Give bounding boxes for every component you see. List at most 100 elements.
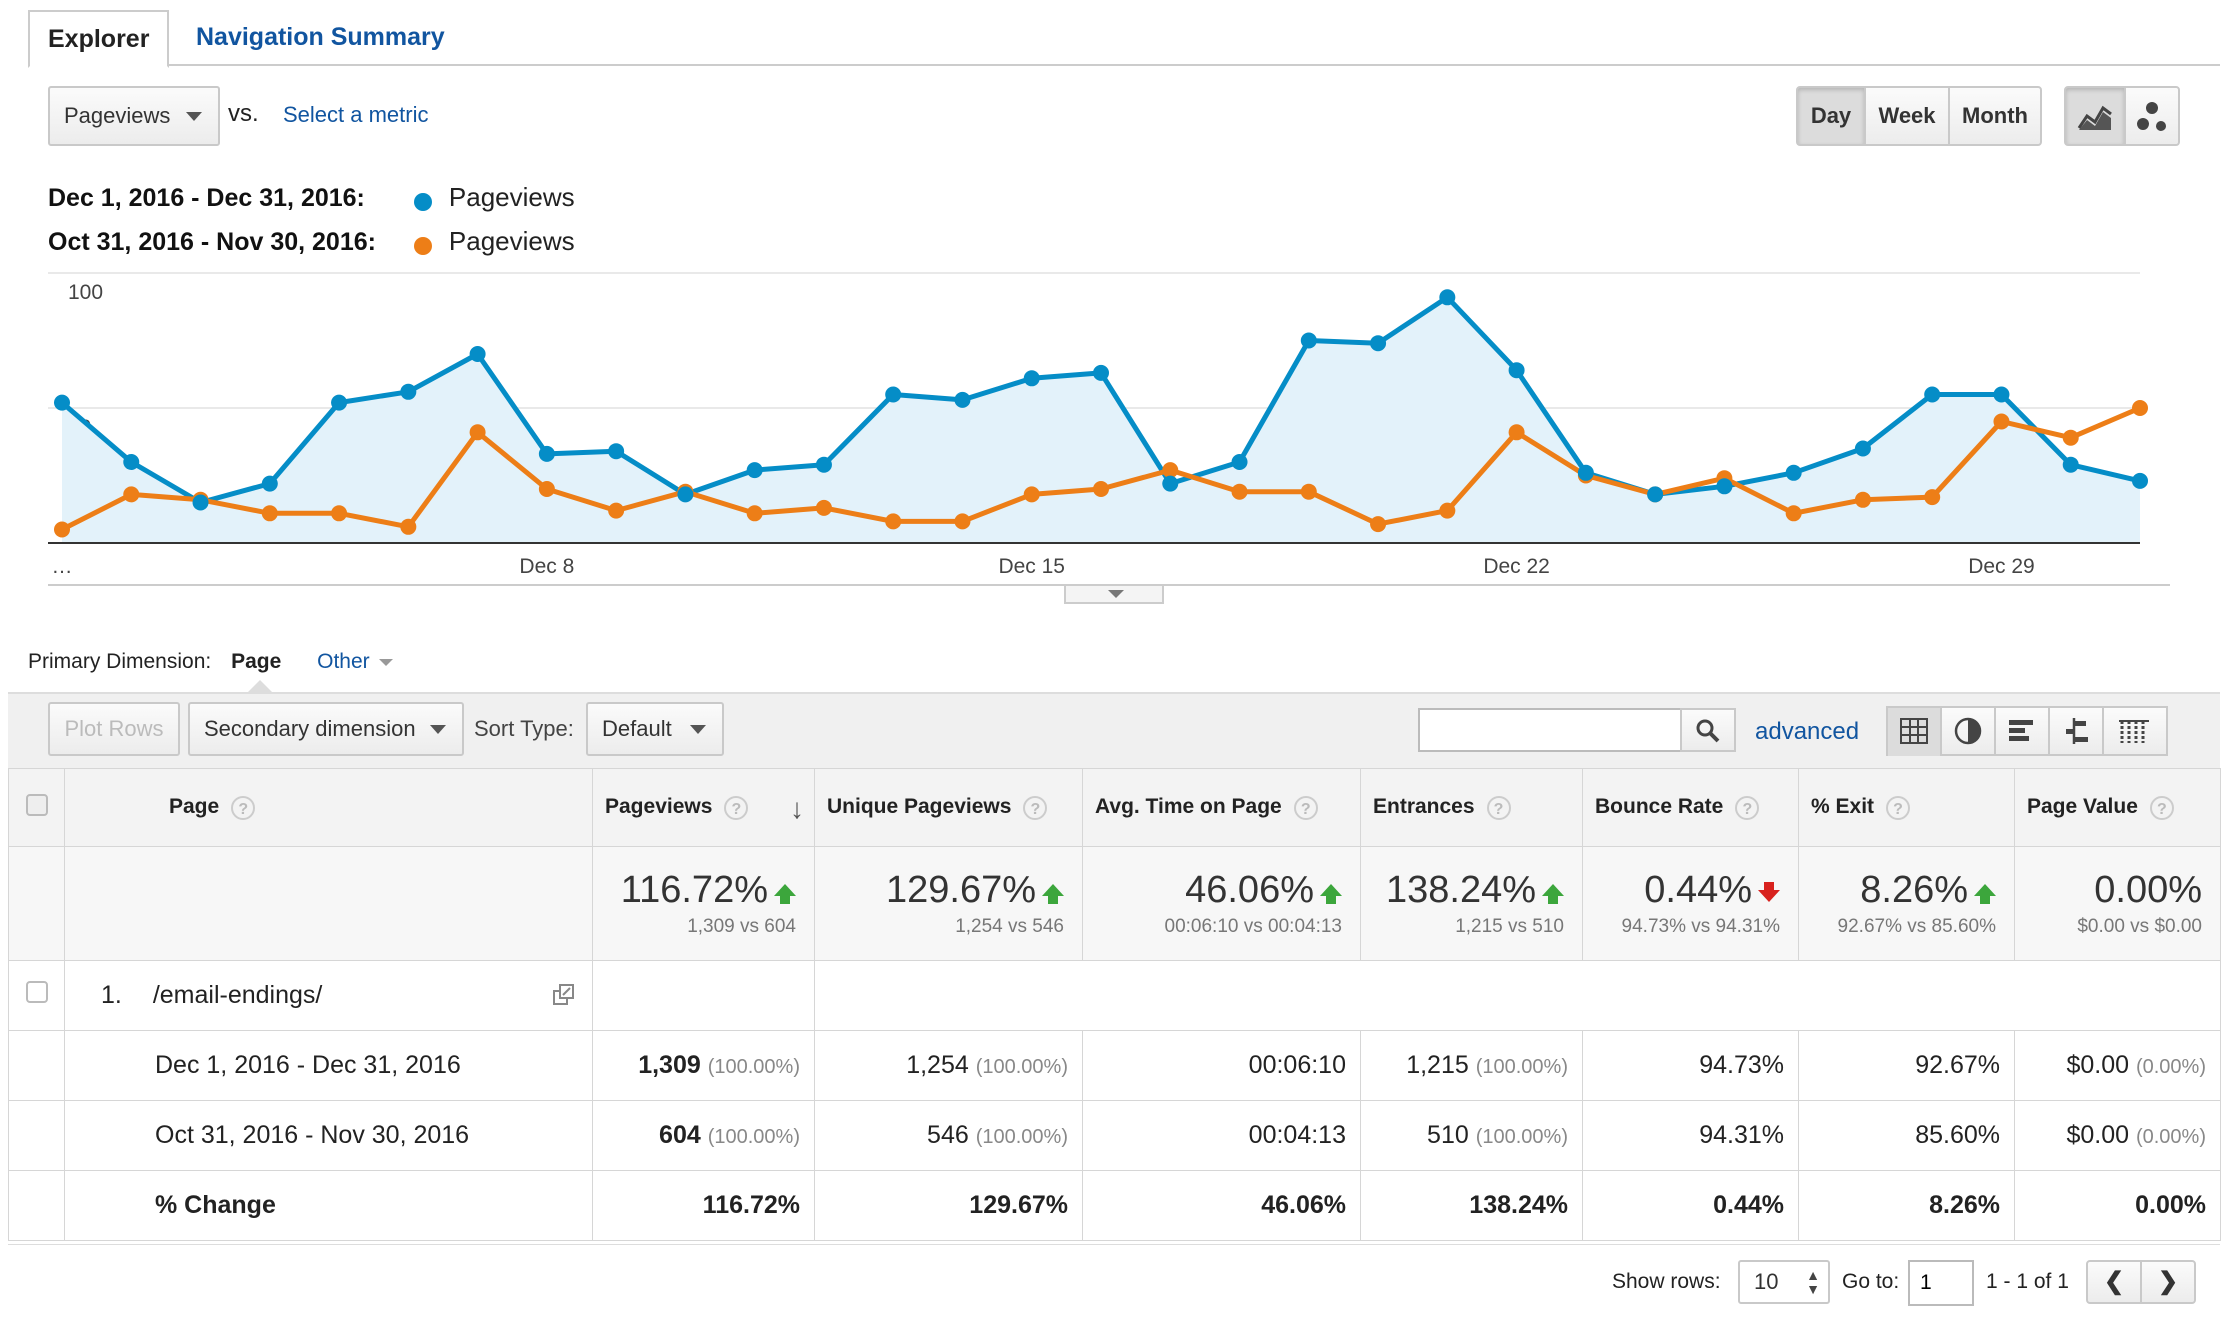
- summary-row: 116.72% 1,309 vs 604 129.67% 1,254 vs 546 …: [8, 846, 2221, 961]
- help-icon[interactable]: ?: [231, 795, 256, 820]
- month-button[interactable]: Month: [1948, 86, 2042, 146]
- bar-view-button[interactable]: [1996, 708, 2050, 756]
- column-header-bounce-rate[interactable]: Bounce Rate?: [1582, 768, 1799, 847]
- row-checkbox[interactable]: [25, 981, 48, 1003]
- column-header-page-value[interactable]: Page Value?: [2014, 768, 2221, 847]
- table-row: Oct 31, 2016 - Nov 30, 2016 604 (100.00%…: [8, 1100, 2221, 1171]
- comparison-view-icon: [2066, 718, 2088, 744]
- summary-bounce-rate: 0.44% 94.73% vs 94.31%: [1582, 846, 1799, 961]
- column-label-page-value: Page Value: [2027, 795, 2138, 819]
- column-label-entrances: Entrances: [1373, 795, 1475, 819]
- data-point-current: [1231, 454, 1248, 470]
- summary-page-value: 0.00% $0.00 vs $0.00: [2014, 846, 2221, 961]
- data-point-current: [1854, 440, 1871, 457]
- change-entrances: 138.24%: [1360, 1170, 1583, 1241]
- table-view-button[interactable]: [1888, 708, 1942, 756]
- tab-explorer[interactable]: Explorer: [28, 10, 170, 68]
- arrow-up-icon: [1974, 884, 1996, 904]
- line-chart-button[interactable]: [2064, 86, 2126, 146]
- pagination-bar: [8, 1244, 2220, 1317]
- motion-chart-icon: [2137, 102, 2166, 131]
- summary-detail: 00:06:10 vs 00:04:13: [1164, 916, 1342, 937]
- open-page-icon[interactable]: [552, 983, 576, 1007]
- chevron-down-icon: [186, 112, 202, 121]
- secondary-dimension-select[interactable]: Secondary dimension: [188, 702, 464, 756]
- column-header-entrances[interactable]: Entrances?: [1360, 768, 1583, 847]
- legend-dot-previous: [414, 236, 433, 255]
- arrow-down-icon: [1758, 882, 1780, 902]
- help-icon[interactable]: ?: [1293, 795, 1318, 820]
- help-icon[interactable]: ?: [1023, 795, 1048, 820]
- primary-dimension-bar: Primary Dimension: Page Other: [28, 650, 394, 674]
- data-point-previous: [1093, 481, 1109, 497]
- comparison-view-button[interactable]: [2050, 708, 2104, 756]
- data-point-previous: [1993, 413, 2010, 430]
- legend-label-current: Pageviews: [448, 182, 575, 212]
- help-icon[interactable]: ?: [1886, 795, 1911, 820]
- chevron-left-icon: ❮: [2103, 1268, 2125, 1295]
- row-spacer: [8, 1030, 65, 1101]
- data-point-previous: [1924, 489, 1941, 506]
- summary-detail: 92.67% vs 85.60%: [1837, 916, 1996, 937]
- help-icon[interactable]: ?: [2149, 795, 2174, 820]
- metric-select[interactable]: Pageviews: [48, 86, 220, 146]
- motion-chart-button[interactable]: [2124, 86, 2180, 146]
- week-button[interactable]: Week: [1864, 86, 1950, 146]
- select-all-checkbox[interactable]: [25, 793, 48, 816]
- column-label-pageviews: Pageviews: [605, 795, 713, 819]
- legend-label-previous: Pageviews: [448, 226, 575, 256]
- data-point-current: [1023, 370, 1040, 387]
- legend-item-previous: Oct 31, 2016 - Nov 30, 2016: Pageviews: [48, 224, 575, 268]
- data-point-current: [538, 445, 555, 462]
- primary-dimension-other[interactable]: Other: [317, 650, 370, 673]
- primary-dimension-label: Primary Dimension:: [28, 650, 212, 673]
- data-point-previous: [954, 513, 971, 530]
- legend-dot-current: [414, 192, 433, 211]
- help-icon[interactable]: ?: [1486, 795, 1511, 820]
- metric-select-value: Pageviews: [64, 103, 171, 128]
- summary-change: 0.44%: [1644, 869, 1752, 911]
- day-button[interactable]: Day: [1796, 86, 1866, 146]
- cell-unique-pageviews: 546 (100.00%): [814, 1100, 1083, 1171]
- tab-navigation-summary[interactable]: Navigation Summary: [196, 23, 445, 51]
- primary-dimension-page[interactable]: Page: [231, 650, 282, 673]
- column-header-avg-time-on-page[interactable]: Avg. Time on Page?: [1082, 768, 1361, 847]
- plot-rows-button[interactable]: Plot Rows: [48, 702, 180, 756]
- sort-descending-icon[interactable]: ↓: [790, 793, 804, 824]
- data-point-previous: [608, 502, 625, 519]
- show-rows-select[interactable]: 10 ▲ ▼: [1738, 1260, 1830, 1304]
- pivot-view-button[interactable]: [2104, 708, 2166, 756]
- search-button[interactable]: [1680, 708, 1736, 752]
- help-icon[interactable]: ?: [1735, 795, 1760, 820]
- column-header-unique-pageviews[interactable]: Unique Pageviews?: [814, 768, 1083, 847]
- goto-input[interactable]: [1908, 1260, 1974, 1306]
- column-header-exit[interactable]: % Exit?: [1798, 768, 2015, 847]
- table-search-input[interactable]: [1418, 708, 1682, 752]
- page-cell: 1. /email-endings/: [64, 960, 593, 1031]
- data-point-current: [1439, 289, 1456, 306]
- help-icon[interactable]: ?: [724, 795, 749, 820]
- x-tick-label: Dec 29: [1968, 555, 2035, 578]
- value: $0.00: [2066, 1051, 2130, 1079]
- next-page-button[interactable]: ❯: [2140, 1260, 2196, 1304]
- sort-type-select[interactable]: Default: [586, 702, 724, 756]
- pie-view-button[interactable]: [1942, 708, 1996, 756]
- series-area-current: [62, 297, 2140, 543]
- data-point-current: [954, 391, 971, 408]
- column-header-pageviews[interactable]: Pageviews? ↓: [592, 768, 815, 847]
- table-row: Dec 1, 2016 - Dec 31, 2016 1,309 (100.00…: [8, 1030, 2221, 1101]
- advanced-link[interactable]: advanced: [1755, 718, 1860, 745]
- column-header-page[interactable]: Page?: [64, 768, 593, 847]
- summary-pageviews: 116.72% 1,309 vs 604: [592, 846, 815, 961]
- previous-page-button[interactable]: ❮: [2086, 1260, 2142, 1304]
- pct: (100.00%): [707, 1056, 800, 1078]
- data-point-current: [331, 394, 348, 411]
- cell-avg-time: 00:06:10: [1082, 1030, 1361, 1101]
- select-metric-link[interactable]: Select a metric: [283, 102, 429, 127]
- chart-collapse-handle[interactable]: [1064, 586, 1164, 604]
- value: 604: [659, 1121, 701, 1149]
- page-path[interactable]: /email-endings/: [152, 981, 323, 1009]
- pct: (100.00%): [975, 1126, 1068, 1148]
- data-point-current: [815, 456, 832, 473]
- data-point-previous: [1023, 486, 1040, 503]
